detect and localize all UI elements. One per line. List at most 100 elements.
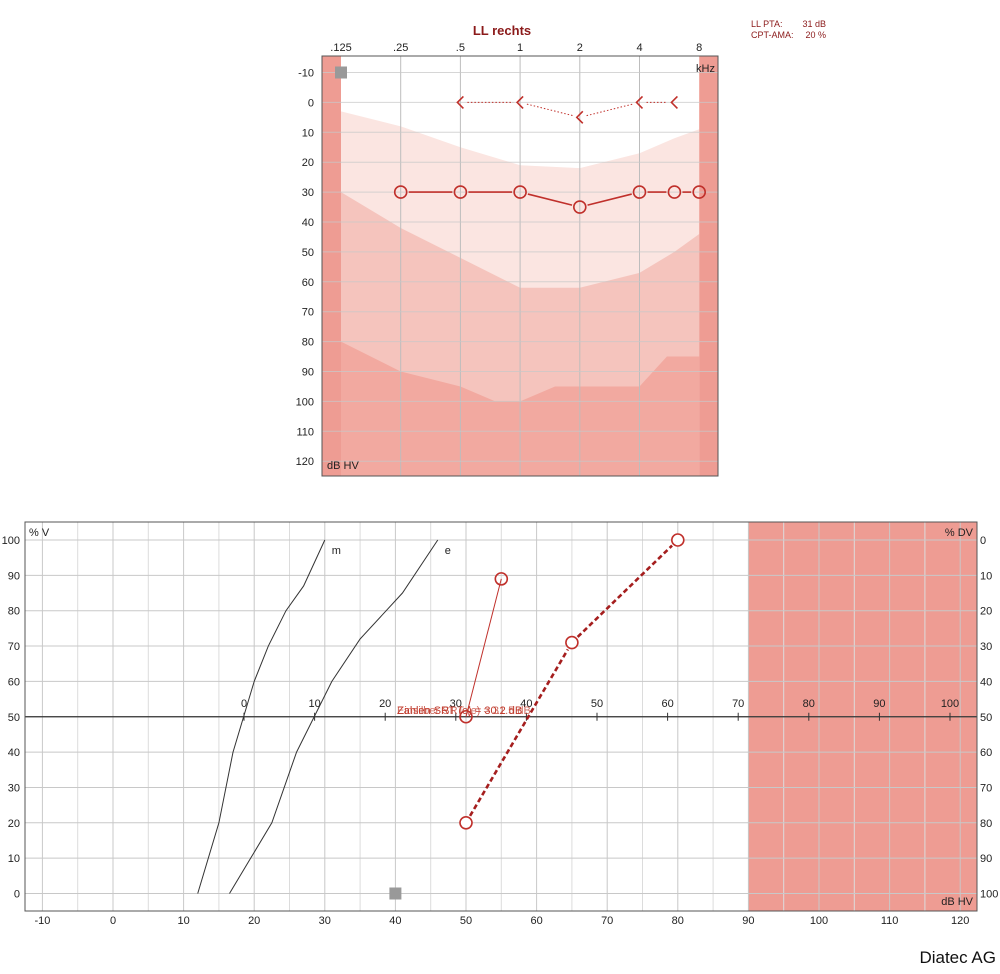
y-right-unit-label: % DV <box>945 527 974 539</box>
info-value: 20 % <box>805 30 826 40</box>
data-point-circle <box>513 185 527 199</box>
series-line <box>527 193 573 206</box>
series-line-thin <box>465 578 502 717</box>
srt-annotation: Zahlen SRT (e) = 30.2 dB <box>397 705 522 717</box>
series-line-dashed <box>576 544 673 638</box>
y-tick-label: 120 <box>296 456 314 468</box>
y-tick-label: 70 <box>302 307 314 319</box>
data-point-circle <box>632 185 647 199</box>
y-right-tick-label: 70 <box>980 782 992 794</box>
y-tick-label: -10 <box>298 68 314 80</box>
x-tick-label: 30 <box>319 915 331 927</box>
y-tick-label: 20 <box>302 157 314 169</box>
data-point-chevron <box>456 95 464 109</box>
info-label: LL PTA: <box>751 19 783 29</box>
level-tick-label: 0 <box>241 698 247 710</box>
chart-title: LL rechts <box>473 23 531 38</box>
x-tick-label: 80 <box>672 915 684 927</box>
plot-border <box>24 521 978 912</box>
series-line <box>587 193 632 206</box>
y-left-tick-label: 80 <box>8 606 20 618</box>
x-tick-label: 1 <box>517 42 523 54</box>
right-band <box>699 56 718 476</box>
data-point-chevron <box>515 95 524 109</box>
series-line-dotted <box>526 103 574 117</box>
masking-marker <box>335 66 347 79</box>
reference-curve-label: m <box>332 545 341 557</box>
x-tick-label: .5 <box>456 42 465 54</box>
y-left-tick-label: 100 <box>2 535 20 547</box>
level-tick-label: 100 <box>941 698 959 710</box>
info-value: 31 dB <box>802 19 826 29</box>
y-right-tick-label: 20 <box>980 606 992 618</box>
y-left-tick-label: 10 <box>8 853 20 865</box>
reference-curve <box>229 539 439 894</box>
y-tick-label: 100 <box>296 396 314 408</box>
series-line-dashed <box>468 648 569 817</box>
x-unit-label: dB HV <box>941 896 973 908</box>
y-right-tick-label: 90 <box>980 853 992 865</box>
x-tick-label: -10 <box>34 915 50 927</box>
level-tick-label: 30 <box>450 698 462 710</box>
y-left-tick-label: 60 <box>8 676 20 688</box>
x-tick-label: 70 <box>601 915 613 927</box>
y-right-tick-label: 50 <box>980 712 992 724</box>
y-left-tick-label: 40 <box>8 747 20 759</box>
x-tick-label: .125 <box>330 42 351 54</box>
data-point-circle <box>692 185 707 199</box>
series-line-dotted <box>586 103 633 117</box>
x-tick-label: 8 <box>696 42 702 54</box>
x-tick-label: .25 <box>393 42 408 54</box>
audiogram-chart: .125 .25 .5 1 2 4 8 -10 0 10 20 30 40 50 60 70 80 90 100 11… <box>296 19 826 477</box>
reference-curve-label: e <box>445 545 451 557</box>
y-tick-label: 110 <box>296 426 314 438</box>
level-tick-label: 20 <box>379 698 391 710</box>
data-point-circle <box>453 185 468 199</box>
x-tick-label: 40 <box>389 915 401 927</box>
x-tick-label: 100 <box>810 915 828 927</box>
reference-curve <box>197 539 326 894</box>
y-left-tick-label: 70 <box>8 641 20 653</box>
x-tick-label: 2 <box>577 42 583 54</box>
x-tick-label: 4 <box>636 42 642 54</box>
y-right-tick-label: 10 <box>980 570 992 582</box>
y-left-tick-label: 0 <box>14 889 20 901</box>
x-unit-label: kHz <box>696 63 715 75</box>
y-right-tick-label: 80 <box>980 818 992 830</box>
y-right-tick-label: 60 <box>980 747 992 759</box>
x-tick-label: 110 <box>881 915 899 927</box>
data-point-circle <box>670 533 685 547</box>
left-band <box>322 56 341 476</box>
level-tick-label: 60 <box>661 698 673 710</box>
data-point-chevron <box>575 110 584 124</box>
level-tick-label: 70 <box>732 698 744 710</box>
level-tick-label: 80 <box>803 698 815 710</box>
data-point-circle <box>494 572 509 586</box>
data-point-circle <box>572 200 587 214</box>
masking-marker <box>389 887 402 900</box>
y-right-tick-label: 100 <box>980 889 998 901</box>
y-tick-label: 50 <box>302 247 314 259</box>
y-unit-label: dB HV <box>327 460 359 472</box>
data-point-circle <box>667 185 682 199</box>
y-left-tick-label: 20 <box>8 818 20 830</box>
y-tick-label: 40 <box>302 217 314 229</box>
x-tick-label: 50 <box>460 915 472 927</box>
x-tick-label: 20 <box>248 915 260 927</box>
info-label: CPT-AMA: <box>751 30 794 40</box>
srt-annotation-overlay: Einsilber SRT (e) = 31.5 dB <box>397 705 531 717</box>
y-tick-label: 60 <box>302 277 314 289</box>
level-tick-label: 50 <box>591 698 603 710</box>
level-tick-label: 40 <box>520 698 532 710</box>
plot-border <box>321 55 719 477</box>
y-left-tick-label: 90 <box>8 570 20 582</box>
y-right-tick-label: 40 <box>980 676 992 688</box>
y-right-tick-label: 0 <box>980 535 986 547</box>
y-tick-label: 0 <box>308 97 314 109</box>
x-tick-label: 120 <box>951 915 969 927</box>
data-point-chevron <box>670 95 678 109</box>
y-left-tick-label: 50 <box>8 712 20 724</box>
data-point-chevron <box>635 95 644 109</box>
y-tick-label: 30 <box>302 187 314 199</box>
